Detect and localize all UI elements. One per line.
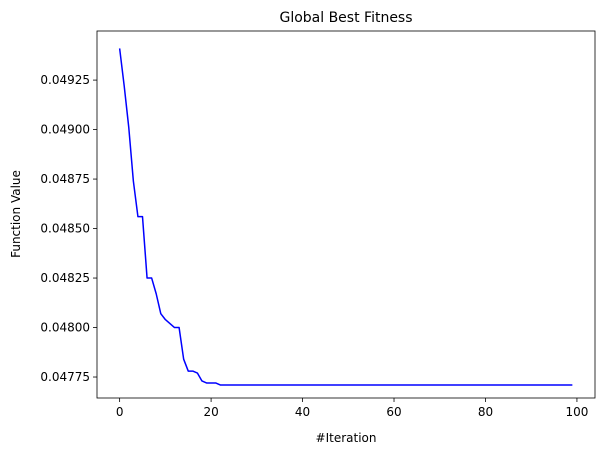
series-line-global-best-fitness [118,48,573,386]
y-tick-label: 0.04850 [40,222,90,236]
chart-marks [118,48,573,386]
y-tick-label: 0.04875 [40,172,90,186]
x-tick-label: 60 [386,405,401,419]
x-axis-label: #Iteration [316,431,377,445]
axes-frame [96,30,596,399]
y-tick-label: 0.04775 [40,370,90,384]
x-tick-label: 40 [295,405,310,419]
x-tick-label: 20 [203,405,218,419]
chart-title: Global Best Fitness [279,10,412,26]
y-tick-label: 0.04800 [40,321,90,335]
x-tick-label: 80 [478,405,493,419]
x-tick-label: 0 [116,405,124,419]
y-tick-label: 0.04825 [40,271,90,285]
plot-area [97,31,595,398]
x-tick-label: 100 [565,405,588,419]
y-tick-label: 0.04900 [40,123,90,137]
chart-axes: 0 20 40 60 80 100 0.04775 0.04800 0.04825 0.04850… [40,73,588,419]
y-axis-label: Function Value [9,170,23,258]
y-tick-label: 0.04925 [40,73,90,87]
